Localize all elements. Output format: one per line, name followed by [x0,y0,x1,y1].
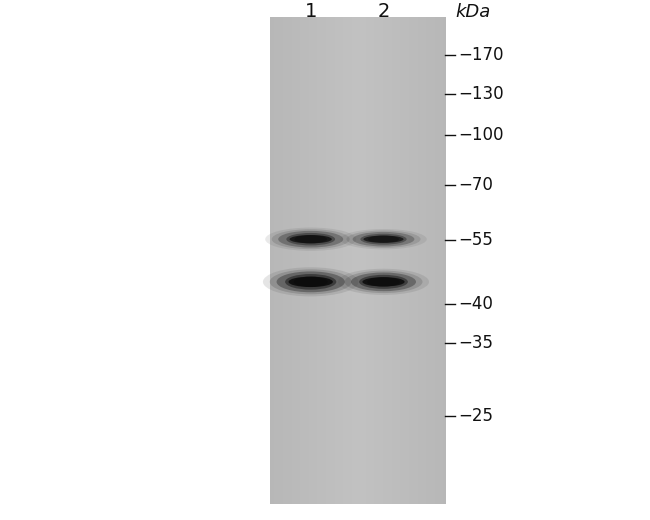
Ellipse shape [294,277,328,287]
Ellipse shape [359,275,408,289]
Ellipse shape [270,269,352,294]
Ellipse shape [263,267,359,296]
Text: −70: −70 [458,176,493,193]
Bar [270,18,445,504]
Ellipse shape [289,277,333,287]
Ellipse shape [363,236,404,243]
Text: −40: −40 [458,295,493,313]
Text: −25: −25 [458,407,493,425]
Ellipse shape [285,274,336,290]
Ellipse shape [346,230,421,248]
Text: −170: −170 [458,46,504,63]
Ellipse shape [344,270,422,293]
Ellipse shape [277,271,344,292]
Ellipse shape [265,228,356,251]
Ellipse shape [272,229,350,249]
Text: −130: −130 [458,85,504,102]
Ellipse shape [341,229,427,250]
Ellipse shape [351,272,416,291]
Ellipse shape [290,235,332,243]
Ellipse shape [368,236,399,243]
Ellipse shape [367,277,400,287]
Ellipse shape [338,269,429,295]
Ellipse shape [294,235,327,243]
Text: −55: −55 [458,231,493,249]
Text: −35: −35 [458,334,493,352]
Ellipse shape [360,234,407,244]
Text: 2: 2 [377,2,390,21]
Text: kDa: kDa [455,3,490,21]
Ellipse shape [278,231,343,248]
Text: 1: 1 [304,2,317,21]
Ellipse shape [286,233,335,245]
Ellipse shape [352,232,415,246]
Text: −100: −100 [458,126,504,144]
Ellipse shape [363,277,404,287]
